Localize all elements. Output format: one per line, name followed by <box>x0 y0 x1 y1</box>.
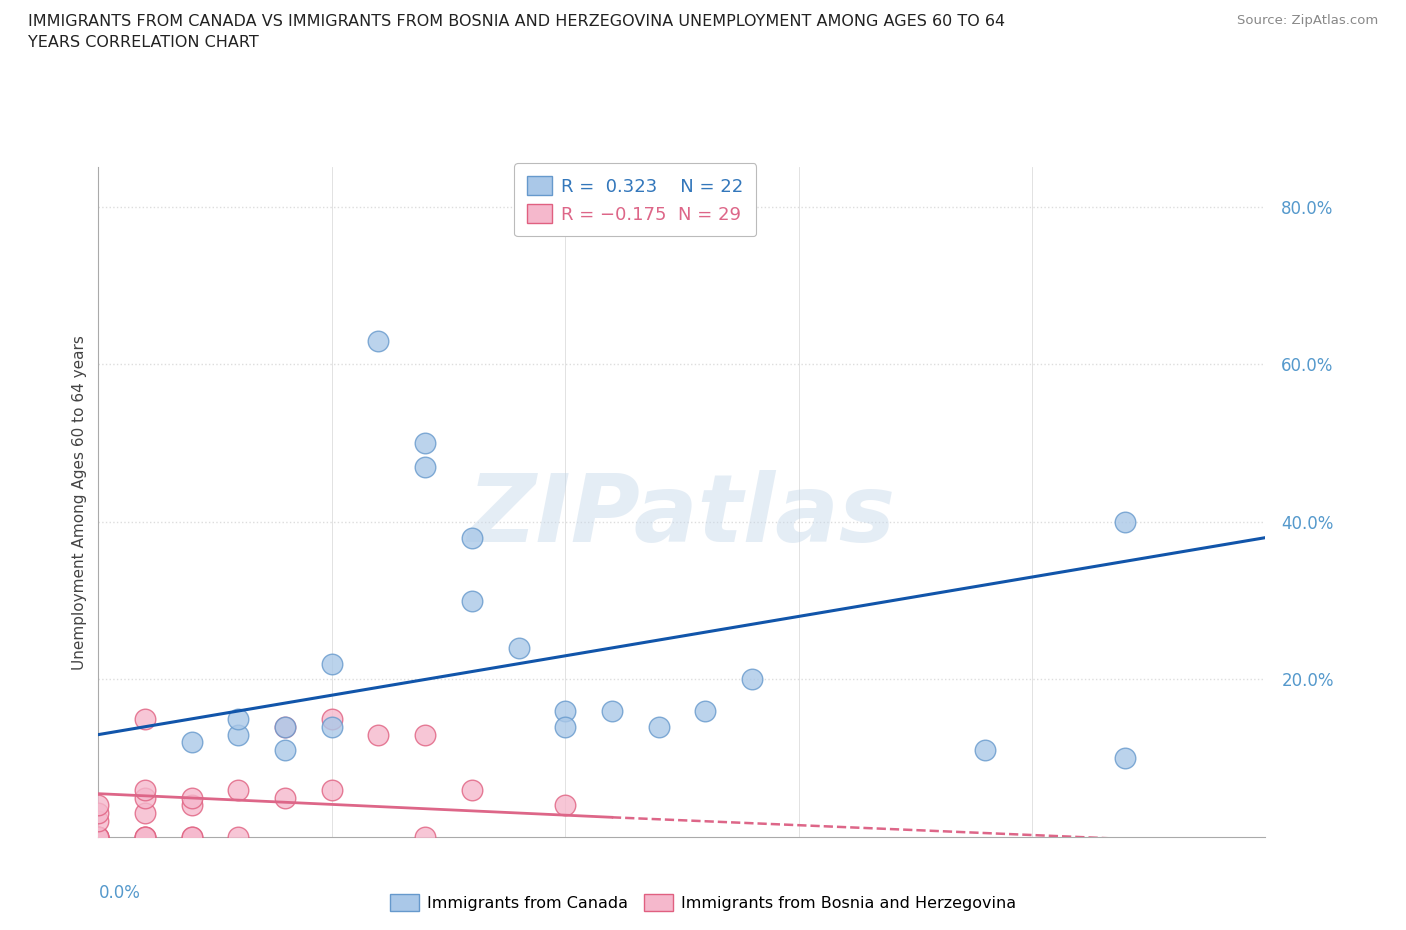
Point <box>367 333 389 348</box>
Point <box>87 830 110 844</box>
Point <box>87 798 110 813</box>
Point <box>134 711 156 726</box>
Point <box>554 703 576 718</box>
Point <box>180 790 202 805</box>
Point <box>87 806 110 821</box>
Point <box>134 782 156 797</box>
Y-axis label: Unemployment Among Ages 60 to 64 years: Unemployment Among Ages 60 to 64 years <box>72 335 87 670</box>
Point <box>413 727 436 742</box>
Point <box>461 593 484 608</box>
Point <box>180 798 202 813</box>
Point <box>321 719 343 734</box>
Point <box>228 727 250 742</box>
Point <box>321 782 343 797</box>
Point <box>228 782 250 797</box>
Point <box>228 830 250 844</box>
Text: Source: ZipAtlas.com: Source: ZipAtlas.com <box>1237 14 1378 27</box>
Point <box>274 719 297 734</box>
Point <box>87 830 110 844</box>
Point <box>134 806 156 821</box>
Point <box>647 719 669 734</box>
Point <box>180 830 202 844</box>
Point <box>274 743 297 758</box>
Point <box>274 790 297 805</box>
Point <box>600 703 623 718</box>
Point <box>741 672 763 687</box>
Point <box>461 782 484 797</box>
Point <box>413 435 436 450</box>
Text: ZIPatlas: ZIPatlas <box>468 470 896 562</box>
Point <box>974 743 997 758</box>
Point <box>134 830 156 844</box>
Point <box>554 798 576 813</box>
Point <box>134 830 156 844</box>
Point <box>508 641 530 656</box>
Legend: R =  0.323    N = 22, R = −0.175  N = 29: R = 0.323 N = 22, R = −0.175 N = 29 <box>515 163 756 236</box>
Point <box>180 830 202 844</box>
Point <box>321 711 343 726</box>
Text: IMMIGRANTS FROM CANADA VS IMMIGRANTS FROM BOSNIA AND HERZEGOVINA UNEMPLOYMENT AM: IMMIGRANTS FROM CANADA VS IMMIGRANTS FRO… <box>28 14 1005 50</box>
Point <box>87 830 110 844</box>
Point <box>367 727 389 742</box>
Point <box>413 830 436 844</box>
Point <box>134 790 156 805</box>
Point <box>87 814 110 829</box>
Point <box>413 459 436 474</box>
Point <box>554 719 576 734</box>
Point <box>180 735 202 750</box>
Point <box>1114 514 1136 529</box>
Point <box>228 711 250 726</box>
Point <box>134 830 156 844</box>
Point <box>695 703 717 718</box>
Legend: Immigrants from Canada, Immigrants from Bosnia and Herzegovina: Immigrants from Canada, Immigrants from … <box>384 888 1022 917</box>
Point <box>1114 751 1136 765</box>
Point <box>461 530 484 545</box>
Point <box>321 657 343 671</box>
Text: 0.0%: 0.0% <box>98 884 141 902</box>
Point <box>274 719 297 734</box>
Point <box>87 830 110 844</box>
